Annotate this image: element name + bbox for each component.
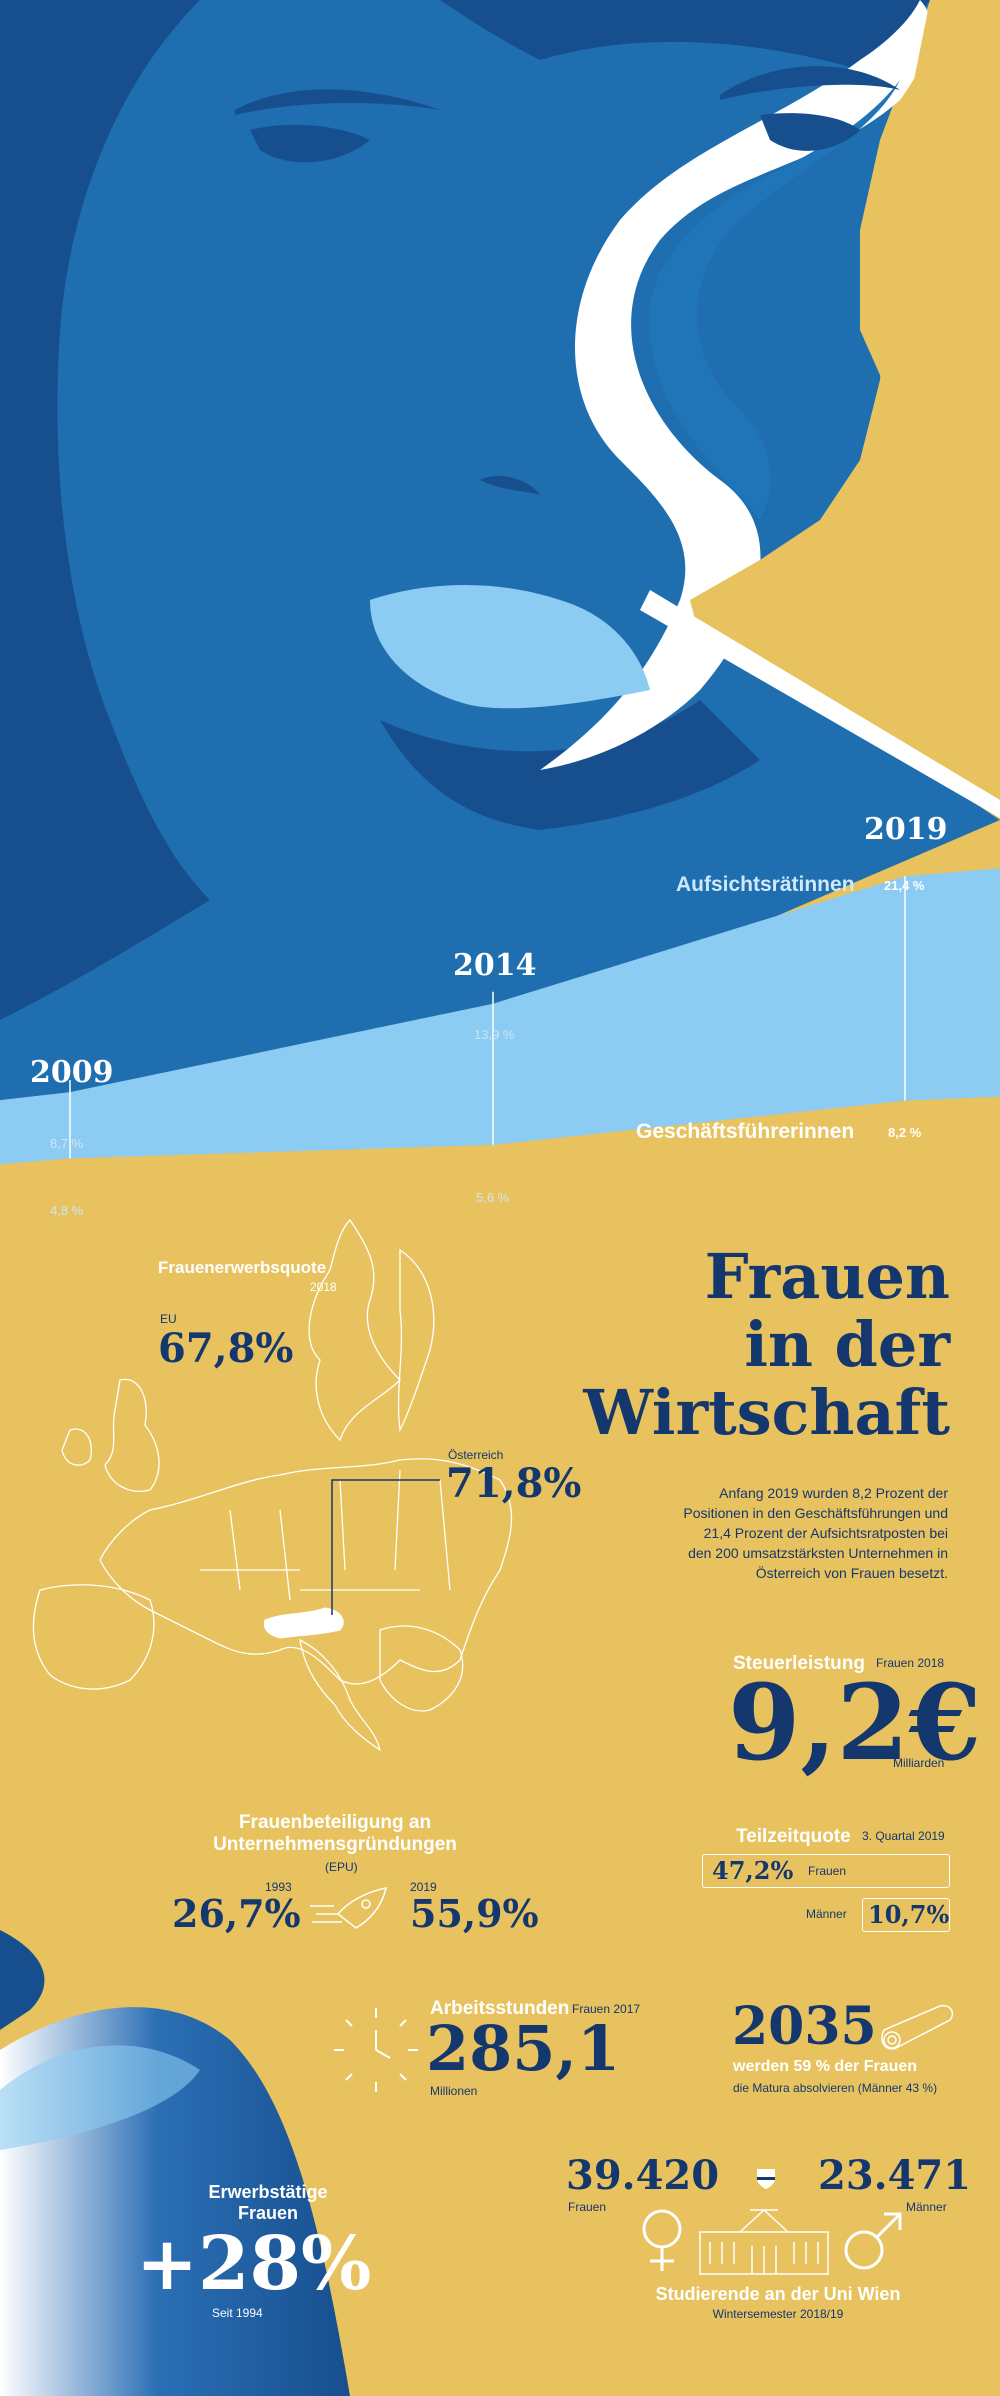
diploma-scroll-icon <box>881 2004 954 2050</box>
steuer-label: Steuerleistung <box>733 1653 865 1674</box>
bottom-left-art <box>0 1930 350 2396</box>
teilzeit-men-label: Männer <box>806 1907 847 1921</box>
series-label-aufsicht: Aufsichtsrätinnen <box>676 873 855 896</box>
gruendungen-year-2: 2019 <box>410 1880 437 1894</box>
teilzeit-men-box <box>862 1898 950 1932</box>
eu-value: 67,8% <box>158 1325 294 1372</box>
intro-line: Positionen in den Geschäftsführungen und <box>683 1505 948 1521</box>
year-label-2019: 2019 <box>864 812 948 847</box>
steuer-unit: Milliarden <box>893 1756 945 1770</box>
matura-year: 2035 <box>732 1996 877 2057</box>
teilzeit-women-value: 47,2% <box>712 1856 794 1885</box>
steuer-sub: Frauen 2018 <box>876 1656 945 1670</box>
value-label-gf-2009: 4,8 % <box>50 1203 84 1218</box>
teilzeit-women-label: Frauen <box>808 1864 847 1878</box>
area-geschaeftsfuehrerinnen <box>0 1096 1000 1260</box>
intro-text: Anfang 2019 wurden 8,2 Prozent der Posit… <box>618 1483 948 1583</box>
eu-label: EU <box>160 1312 177 1326</box>
series-label-gf: Geschäftsführerinnen <box>636 1120 855 1143</box>
gruendungen-value-2: 55,9% <box>410 1891 539 1936</box>
clock-icon <box>334 2008 418 2092</box>
gruendungen-value-1: 26,7% <box>172 1891 301 1936</box>
gruendungen-label-line2: Unternehmensgründungen <box>213 1834 457 1855</box>
europe-map <box>32 1218 513 1752</box>
gruendungen-sub: (EPU) <box>325 1860 358 1874</box>
arbeit-unit: Millionen <box>430 2084 478 2098</box>
teilzeit-men-value: 10,7% <box>868 1900 950 1929</box>
vienna-coat-of-arms-icon <box>757 2169 775 2189</box>
arbeit-sub: Frauen 2017 <box>572 2002 641 2016</box>
gruendungen-label: Frauenbeteiligung an Unternehmensgründun… <box>170 1812 500 1856</box>
erwerb-label-line2: Frauen <box>237 2203 298 2223</box>
arbeit-value: 285,1 <box>426 2012 621 2085</box>
austria-value: 71,8% <box>446 1460 582 1507</box>
uni-women-value: 39.420 <box>566 2152 720 2199</box>
year-label-2014: 2014 <box>453 948 537 983</box>
matura-line2: die Matura absolvieren (Männer 43 %) <box>733 2081 938 2095</box>
value-label-gf-2014: 5,6 % <box>476 1190 510 1205</box>
erwerb-value: +28% <box>136 2221 372 2307</box>
value-label-gf-2019: 8,2 % <box>888 1125 922 1140</box>
title-line-3: Wirtschaft <box>583 1376 950 1449</box>
uni-men-label: Männer <box>906 2200 947 2214</box>
erwerb-sub: Seit 1994 <box>212 2306 263 2320</box>
uni-men-value: 23.471 <box>818 2152 972 2199</box>
area-chart <box>0 868 1000 1260</box>
erwerb-label-line1: Erwerbstätige <box>208 2182 328 2202</box>
university-building-icon <box>699 2208 829 2275</box>
gruendungen-label-line1: Frauenbeteiligung an <box>238 1812 432 1833</box>
intro-line: 21,4 Prozent der Aufsichtsratposten bei <box>703 1525 948 1541</box>
value-label-aufsicht-2014: 13,9 % <box>474 1027 515 1042</box>
uni-label: Studierende an der Uni Wien <box>655 2284 901 2304</box>
teilzeit-women-box <box>702 1854 950 1888</box>
austria-label: Österreich <box>448 1448 504 1462</box>
arbeit-label: Arbeitsstunden <box>430 1998 570 2019</box>
teilzeit-label: Teilzeitquote <box>736 1826 851 1847</box>
rocket-icon <box>310 1887 387 1929</box>
value-label-aufsicht-2009: 8,7 % <box>50 1136 84 1151</box>
title-line-2: in der <box>744 1308 950 1381</box>
matura-line1: werden 59 % der Frauen <box>733 2058 918 2075</box>
teilzeit-sub: 3. Quartal 2019 <box>862 1829 945 1843</box>
erwerbsquote-year: 2018 <box>310 1280 337 1294</box>
intro-line: Anfang 2019 wurden 8,2 Prozent der <box>719 1485 948 1501</box>
uni-women-label: Frauen <box>568 2200 607 2214</box>
gruendungen-year-1: 1993 <box>265 1880 292 1894</box>
value-label-aufsicht-2019: 21,4 % <box>884 878 925 893</box>
top-illustration <box>0 0 1000 1260</box>
intro-line: den 200 umsatzstärksten Unternehmen in <box>688 1545 948 1561</box>
female-symbol-icon <box>642 2209 682 2271</box>
uni-sub: Wintersemester 2018/19 <box>712 2307 844 2321</box>
intro-line: Österreich von Frauen besetzt. <box>755 1565 948 1581</box>
year-label-2009: 2009 <box>30 1055 114 1090</box>
erwerb-label: Erwerbstätige Frauen <box>168 2182 368 2224</box>
steuer-value: 9,2€ <box>728 1661 982 1784</box>
erwerbsquote-label: Frauenerwerbsquote <box>158 1258 327 1277</box>
page-title: Frauen in der Wirtschaft <box>583 1243 950 1447</box>
male-symbol-icon <box>844 2212 902 2270</box>
title-line-1: Frauen <box>704 1240 950 1313</box>
